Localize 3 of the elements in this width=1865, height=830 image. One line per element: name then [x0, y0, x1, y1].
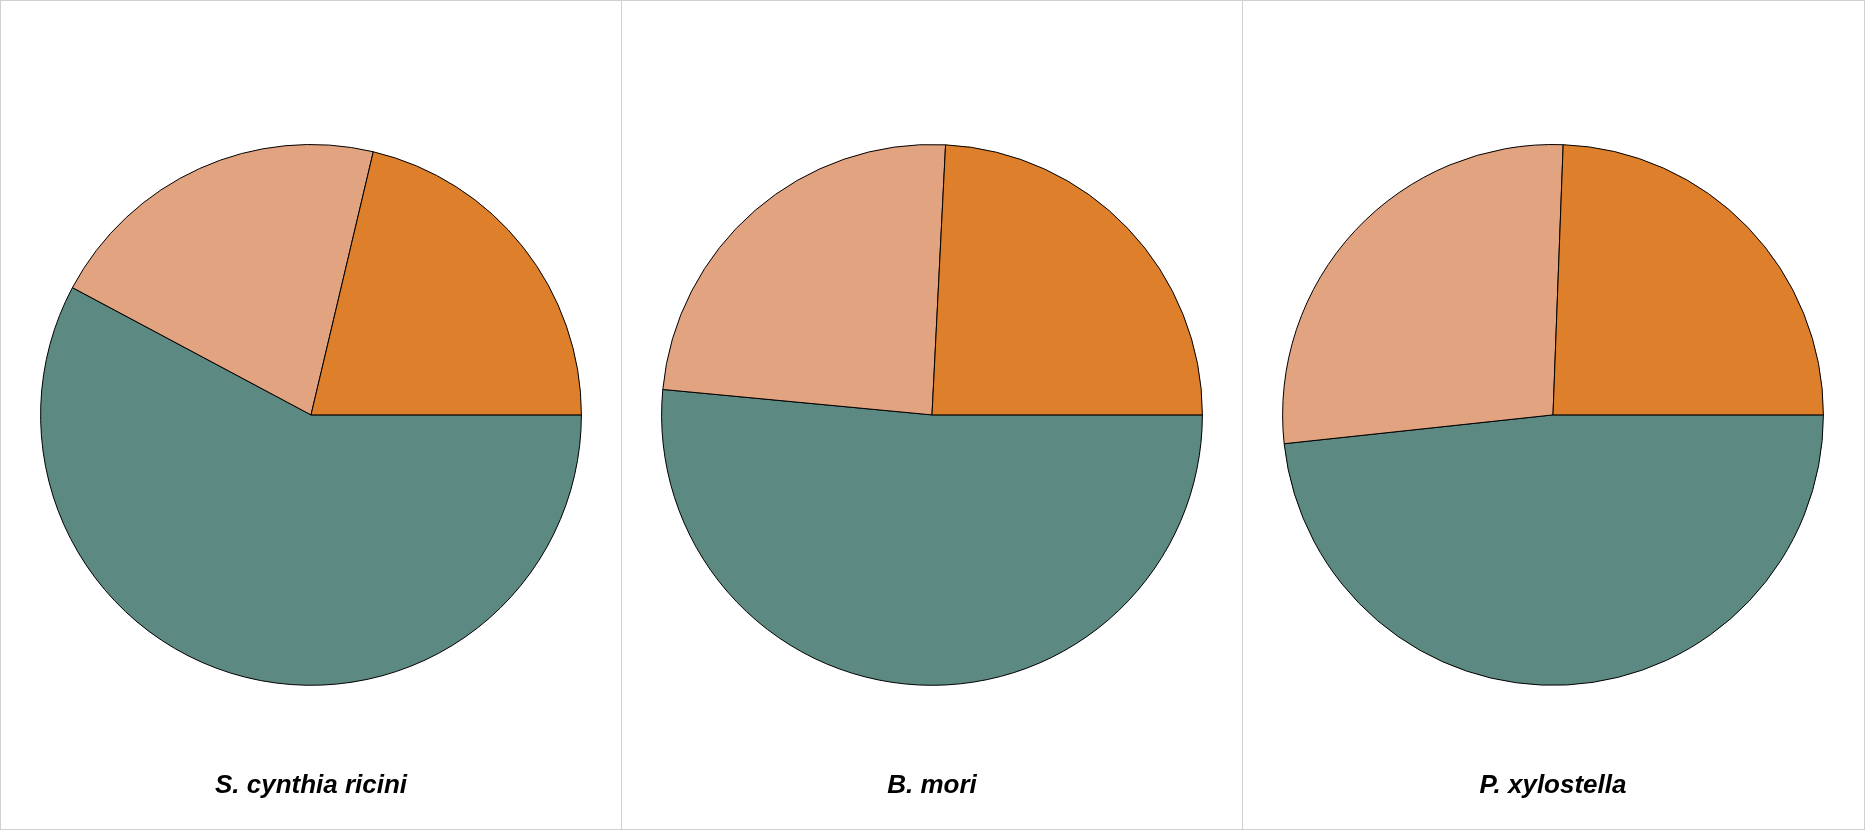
text: S. cynthia ricini	[214, 768, 408, 799]
text: B. mori	[887, 768, 978, 799]
text: P. xylostella	[1479, 768, 1627, 799]
